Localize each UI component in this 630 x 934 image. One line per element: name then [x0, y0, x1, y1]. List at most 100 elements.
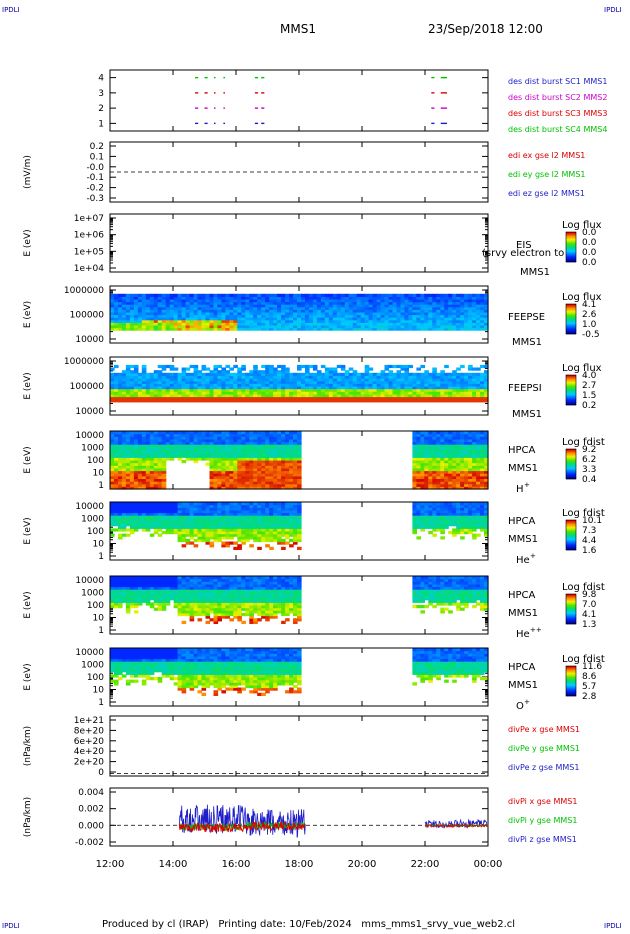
heatmap-cell — [225, 504, 230, 508]
heatmap-cell — [157, 502, 163, 506]
heatmap-cell — [225, 324, 230, 329]
heatmap-cell — [452, 460, 457, 464]
heatmap-cell — [221, 396, 226, 400]
heatmap-cell — [253, 452, 258, 456]
heatmap-cell — [233, 546, 238, 550]
heatmap-cell — [328, 324, 334, 329]
heatmap-cell — [241, 367, 246, 371]
heatmap-cell — [472, 465, 477, 469]
heatmap-cell — [305, 388, 310, 392]
heatmap-cell — [408, 304, 413, 308]
heatmap-cell — [157, 470, 163, 474]
heatmap-cell — [412, 444, 417, 448]
heatmap-cell — [476, 309, 481, 313]
heatmap-cell — [297, 309, 302, 313]
heatmap-cell — [233, 481, 238, 485]
heatmap-cell — [368, 324, 374, 329]
heatmap-cell — [225, 531, 230, 535]
heatmap-cell — [201, 515, 207, 519]
heatmap-cell — [201, 314, 207, 318]
heatmap-cell — [257, 296, 262, 300]
heatmap-cell — [118, 293, 123, 297]
heatmap-cell — [297, 446, 302, 450]
heatmap-cell — [118, 502, 123, 506]
heatmap-cell — [133, 324, 139, 329]
heatmap-cell — [165, 441, 171, 445]
heatmap-cell — [472, 478, 477, 482]
heatmap-cell — [197, 304, 203, 308]
heatmap-cell — [420, 449, 425, 453]
colorbar-swatch — [566, 258, 576, 260]
colorbar-swatch — [566, 257, 576, 259]
heatmap-cell — [253, 470, 258, 474]
heatmap-cell — [476, 375, 481, 379]
heatmap-cell — [173, 507, 179, 511]
heatmap-cell — [424, 393, 429, 398]
heatmap-cell — [460, 391, 465, 395]
heatmap-cell — [448, 327, 453, 331]
heatmap-cell — [404, 375, 409, 379]
heatmap-cell — [185, 372, 191, 376]
heatmap-cell — [416, 386, 421, 390]
heatmap-cell — [181, 520, 187, 524]
heatmap-cell — [384, 399, 390, 403]
heatmap-cell — [221, 380, 226, 384]
heatmap-cell — [197, 386, 203, 390]
heatmap-cell — [114, 391, 119, 395]
heatmap-cell — [133, 525, 139, 529]
heatmap-cell — [297, 367, 302, 371]
heatmap-cell — [448, 467, 453, 472]
heatmap-cell — [452, 375, 457, 379]
heatmap-cell — [185, 383, 191, 387]
heatmap-cell — [165, 364, 171, 369]
colorbar-swatch — [566, 476, 576, 478]
heatmap-cell — [257, 438, 262, 443]
heatmap-cell — [257, 317, 262, 321]
heatmap-cell — [225, 536, 230, 540]
heatmap-cell — [253, 306, 258, 310]
heatmap-cell — [257, 299, 262, 303]
heatmap-cell — [193, 391, 199, 395]
heatmap-cell — [110, 436, 115, 440]
heatmap-cell — [189, 509, 195, 514]
heatmap-cell — [241, 317, 246, 321]
heatmap-cell — [484, 378, 489, 382]
heatmap-cell — [440, 319, 445, 323]
heatmap-cell — [189, 438, 195, 443]
heatmap-cell — [344, 378, 350, 382]
colorbar-swatch — [566, 311, 576, 313]
heatmap-cell — [169, 319, 175, 323]
heatmap-cell — [225, 517, 230, 521]
heatmap-cell — [412, 301, 417, 305]
heatmap-cell — [297, 301, 302, 305]
heatmap-cell — [436, 299, 441, 303]
heatmap-cell — [424, 391, 429, 395]
heatmap-cell — [468, 388, 473, 392]
heatmap-cell — [141, 322, 147, 326]
heatmap-cell — [121, 462, 127, 466]
heatmap-cell — [185, 311, 191, 316]
heatmap-cell — [448, 386, 453, 390]
heatmap-cell — [225, 512, 230, 516]
colorbar-swatch — [566, 383, 576, 385]
heatmap-cell — [456, 449, 461, 453]
heatmap-cell — [289, 457, 294, 461]
heatmap-cell — [110, 470, 115, 474]
heatmap-cell — [348, 304, 354, 308]
heatmap-cell — [141, 473, 147, 477]
heatmap-cell — [209, 520, 215, 524]
heatmap-cell — [328, 393, 334, 398]
heatmap-cell — [360, 299, 366, 303]
heatmap-cell — [245, 515, 250, 519]
plot-title: MMS1 — [280, 22, 316, 36]
heatmap-cell — [336, 393, 342, 398]
heatmap-cell — [344, 375, 350, 379]
heatmap-cell — [205, 314, 211, 318]
heatmap-cell — [114, 304, 119, 308]
heatmap-cell — [149, 446, 155, 450]
heatmap-cell — [273, 383, 278, 387]
heatmap-cell — [293, 433, 298, 437]
heatmap-cell — [185, 393, 191, 398]
heatmap-cell — [233, 438, 238, 443]
heatmap-cell — [332, 399, 338, 403]
